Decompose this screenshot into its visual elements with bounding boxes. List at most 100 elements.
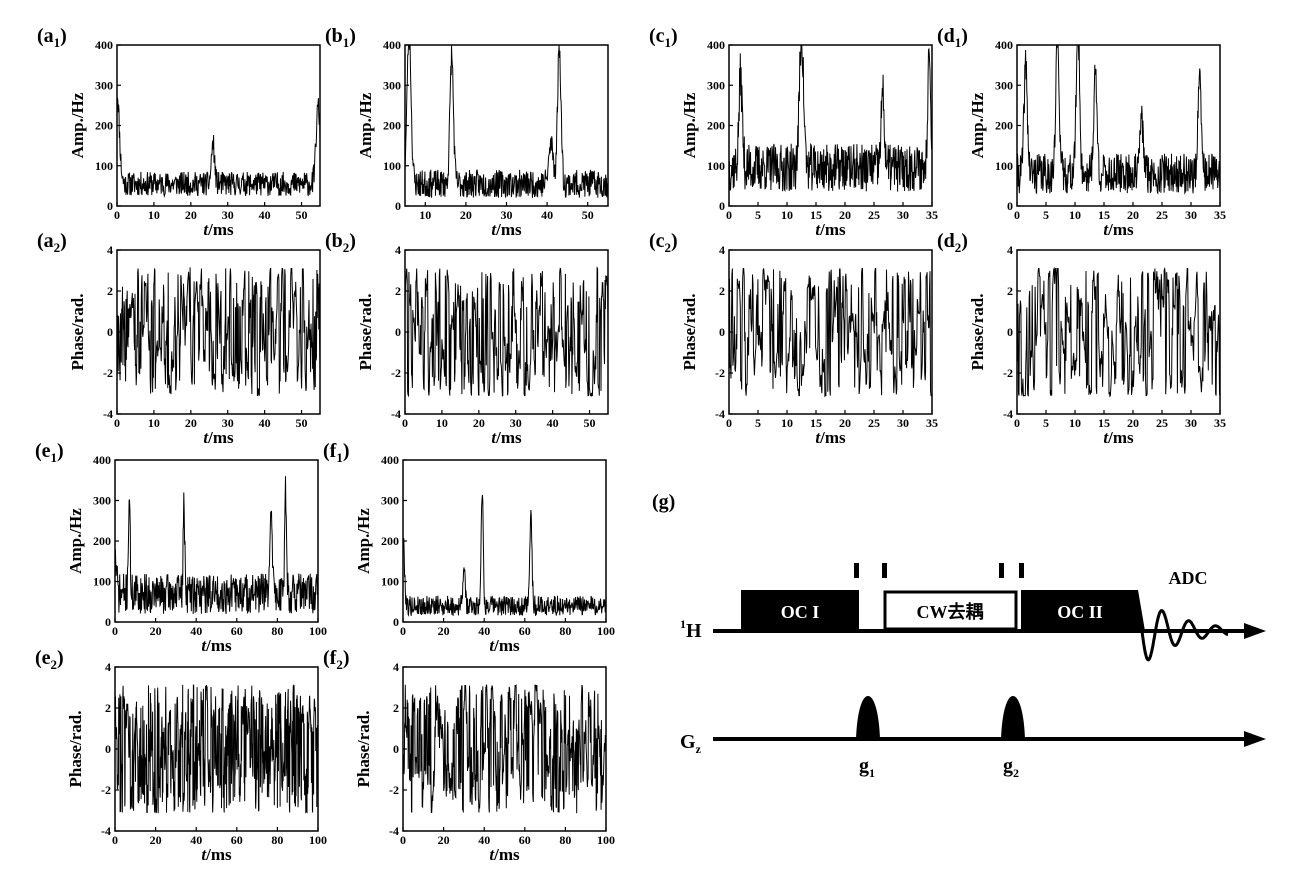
panel-label-close: ) — [57, 647, 64, 669]
x-tick-label: 0 — [402, 416, 408, 430]
gz-channel-label: Gz — [680, 731, 702, 756]
x-tick-label: 20 — [839, 416, 851, 430]
y-tick-label: 4 — [107, 243, 113, 257]
x-tick-label: 30 — [222, 208, 234, 222]
x-tick-label: 80 — [271, 624, 283, 638]
y-tick-label: -4 — [1003, 407, 1013, 421]
h-channel-label: 1H — [680, 617, 702, 642]
x-axis-label-var: t — [491, 428, 497, 447]
x-tick-label: 10 — [781, 416, 793, 430]
y-tick-label: 0 — [395, 199, 401, 213]
g2-label: g2 — [1003, 755, 1019, 780]
gz-channel-arrowhead — [1244, 731, 1266, 747]
oc2-block — [1021, 590, 1145, 631]
panel-label-b2: (b2) — [325, 230, 356, 255]
series-line-b1 — [404, 44, 609, 198]
y-tick-label: 2 — [1007, 284, 1013, 298]
x-axis-label: t/ms — [203, 220, 234, 239]
y-axis-label: Phase/rad. — [680, 294, 699, 371]
x-tick-label: 40 — [547, 416, 559, 430]
x-tick-label: 40 — [541, 208, 553, 222]
panel-e1: 0 20 40 60 80 100 0 100 200 300 400 Amp./Hz t/ms (e1) — [35, 440, 327, 655]
fid-signal — [1140, 609, 1229, 662]
x-tick-label: 10 — [419, 208, 431, 222]
panel-label-close: ) — [961, 230, 968, 252]
x-tick-label: 0 — [112, 833, 118, 847]
h-channel-main: H — [686, 620, 702, 642]
panel-label-c2: (c2) — [649, 230, 678, 255]
y-tick-label: 2 — [719, 284, 725, 298]
panel-label-close: ) — [60, 25, 67, 47]
x-tick-label: 60 — [231, 624, 243, 638]
x-tick-label: 5 — [755, 416, 761, 430]
x-axis-label-var: t — [1103, 220, 1109, 239]
y-tick-label: 100 — [995, 159, 1013, 173]
series-line-a2 — [116, 267, 321, 397]
x-tick-label: 15 — [1098, 416, 1110, 430]
panel-label-e1: (e1) — [35, 440, 64, 465]
x-tick-label: 40 — [259, 416, 271, 430]
panel-label-a1: (a1) — [37, 25, 67, 50]
y-tick-label: 0 — [393, 742, 399, 756]
y-tick-label: 100 — [383, 159, 401, 173]
y-tick-label: 400 — [93, 453, 111, 467]
x-tick-label: 60 — [519, 624, 531, 638]
panel-label-close: ) — [343, 440, 350, 462]
x-tick-label: 5 — [1043, 416, 1049, 430]
series-line-f1 — [402, 494, 607, 617]
x-tick-label: 30 — [1185, 208, 1197, 222]
y-tick-label: 100 — [707, 159, 725, 173]
y-tick-label: 2 — [395, 284, 401, 298]
series-line-e2 — [114, 683, 319, 814]
y-tick-label: 100 — [95, 159, 113, 173]
y-tick-label: 100 — [381, 575, 399, 589]
y-tick-label: -2 — [715, 366, 725, 380]
panel-a1: 0 10 20 30 40 50 0 100 200 300 400 Amp./Hz t/ms (a1) — [37, 25, 321, 239]
x-axis-label-var: t — [489, 845, 495, 864]
panel-label-open: (e — [35, 647, 51, 669]
y-tick-label: -2 — [1003, 366, 1013, 380]
x-tick-label: 15 — [810, 208, 822, 222]
x-tick-label: 0 — [726, 416, 732, 430]
x-tick-label: 5 — [1043, 208, 1049, 222]
x-axis-label-var: t — [201, 636, 207, 655]
pulse-sequence-diagram: (g) 1H OC I CW去耦 OC II ADC Gz g1 g2 — [652, 491, 1266, 780]
y-axis-label: Amp./Hz — [354, 508, 373, 574]
x-tick-label: 0 — [1014, 416, 1020, 430]
x-axis-label-unit: /ms — [495, 428, 522, 447]
x-tick-label: 30 — [510, 416, 522, 430]
x-tick-label: 20 — [150, 833, 162, 847]
x-axis-label-var: t — [815, 428, 821, 447]
x-tick-label: 35 — [926, 208, 938, 222]
y-tick-label: 300 — [93, 494, 111, 508]
x-axis-label-unit: /ms — [1107, 428, 1134, 447]
y-tick-label: 400 — [383, 38, 401, 52]
y-tick-label: 400 — [707, 38, 725, 52]
x-tick-label: 40 — [190, 833, 202, 847]
gradient-g2 — [1001, 696, 1025, 739]
panel-label-sub: 1 — [343, 35, 350, 50]
y-tick-label: -4 — [391, 407, 401, 421]
x-axis-label: t/ms — [201, 845, 232, 864]
gradient-g1 — [856, 696, 880, 739]
y-tick-label: 0 — [105, 615, 111, 629]
oc1-label: OC I — [781, 602, 820, 622]
panel-label-open: (a — [37, 25, 54, 47]
series-line-c1 — [728, 44, 933, 193]
panel-label-sub: 1 — [336, 450, 343, 465]
y-tick-label: 300 — [381, 494, 399, 508]
y-tick-label: -2 — [101, 783, 111, 797]
y-tick-label: 400 — [381, 453, 399, 467]
y-tick-label: 300 — [383, 78, 401, 92]
y-tick-label: 0 — [105, 742, 111, 756]
y-tick-label: 4 — [105, 660, 111, 674]
y-axis-label: Phase/rad. — [354, 711, 373, 788]
panel-label-open: (b — [325, 25, 343, 47]
panel-label-close: ) — [343, 647, 350, 669]
panel-label-d1: (d1) — [937, 25, 968, 50]
panel-label-e2: (e2) — [35, 647, 64, 672]
cw-block — [883, 590, 1018, 631]
panel-label-sub: 2 — [955, 240, 962, 255]
x-axis-label-var: t — [491, 220, 497, 239]
